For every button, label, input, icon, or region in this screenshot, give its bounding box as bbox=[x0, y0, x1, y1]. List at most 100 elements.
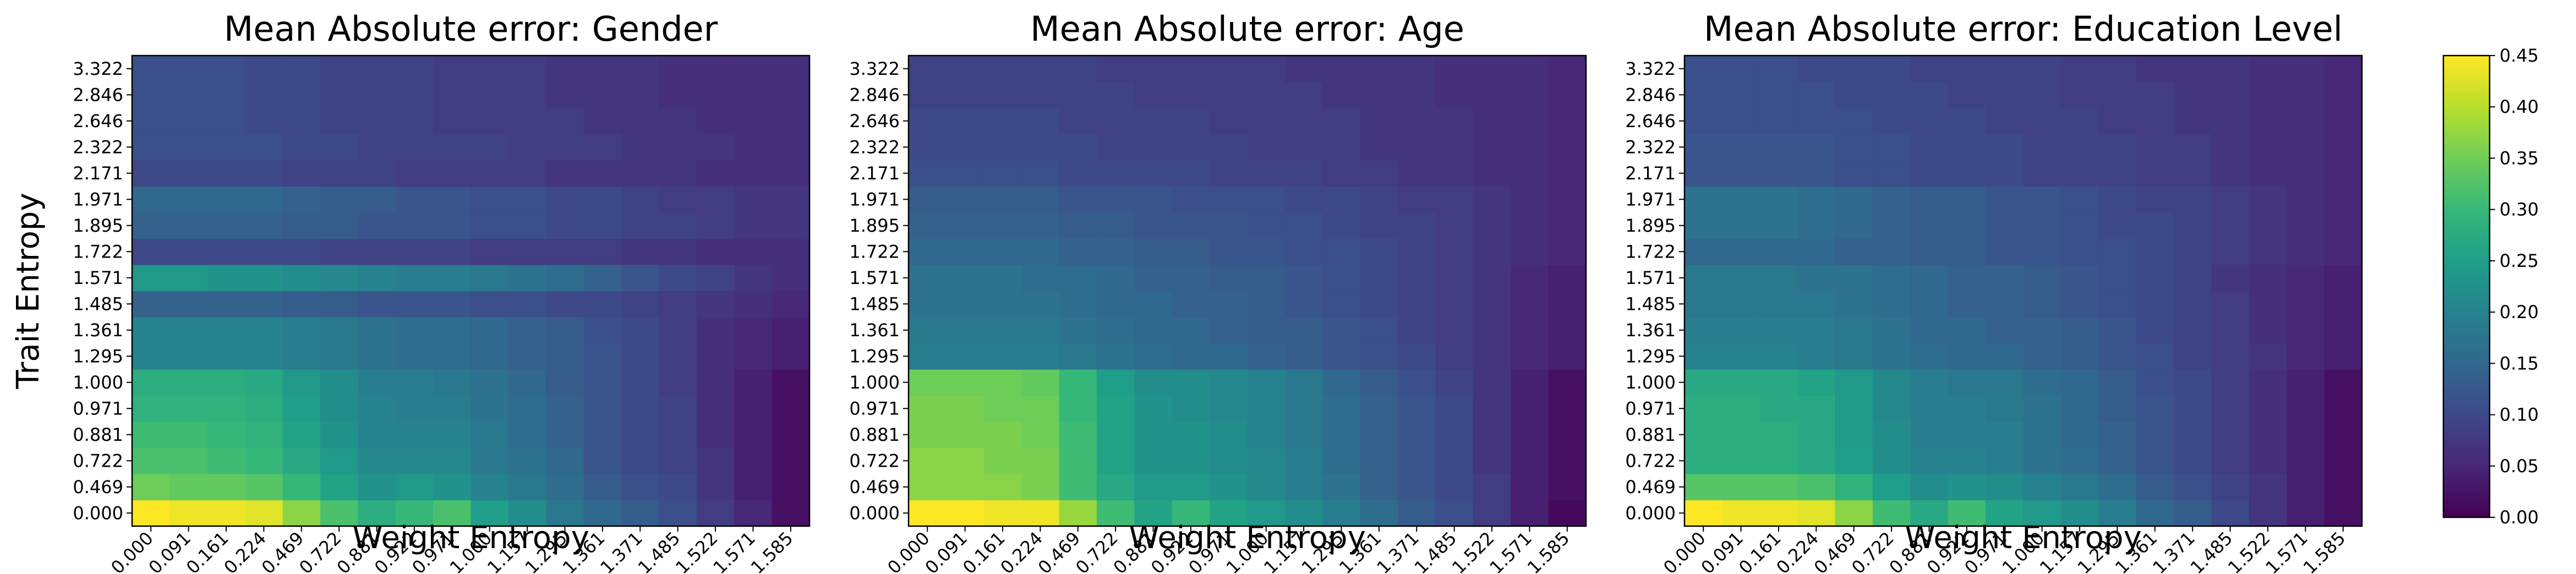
heatmap-cell bbox=[1548, 265, 1587, 292]
heatmap-cell bbox=[1398, 500, 1436, 527]
heatmap-cell bbox=[395, 265, 434, 292]
colorbar-gradient-step bbox=[2443, 147, 2490, 152]
heatmap-cell bbox=[1797, 81, 1836, 108]
y-tick-label: 2.646 bbox=[1625, 111, 1676, 132]
heatmap-cell bbox=[1797, 238, 1836, 265]
heatmap-cell bbox=[1797, 186, 1836, 213]
heatmap-cell bbox=[1059, 81, 1097, 108]
heatmap-cell bbox=[1473, 265, 1511, 292]
heatmap-cell bbox=[132, 474, 170, 501]
y-tick-label: 0.881 bbox=[73, 424, 123, 445]
heatmap-cell bbox=[132, 317, 170, 344]
heatmap-cell bbox=[471, 395, 509, 422]
heatmap-cell bbox=[946, 160, 985, 187]
heatmap-cell bbox=[2211, 81, 2250, 108]
heatmap-cell bbox=[2023, 474, 2061, 501]
heatmap-cell bbox=[2023, 81, 2061, 108]
colorbar-gradient-step bbox=[2443, 163, 2490, 168]
colorbar-gradient-step bbox=[2443, 448, 2490, 452]
heatmap-cell bbox=[1548, 81, 1587, 108]
heatmap-cell bbox=[696, 265, 735, 292]
heatmap-cell bbox=[207, 343, 245, 370]
heatmap-cell bbox=[1722, 369, 1760, 396]
heatmap-cell bbox=[546, 343, 584, 370]
heatmap-cell bbox=[546, 212, 584, 239]
colorbar-gradient-step bbox=[2443, 105, 2490, 110]
y-tick-label: 2.171 bbox=[1625, 163, 1676, 184]
heatmap-cell bbox=[583, 81, 622, 108]
heatmap-cell bbox=[2023, 369, 2061, 396]
heatmap-cell bbox=[1910, 343, 1949, 370]
heatmap-cell bbox=[2023, 422, 2061, 449]
heatmap-cell bbox=[546, 160, 584, 187]
heatmap-cell bbox=[734, 81, 773, 108]
heatmap-cell bbox=[1473, 317, 1511, 344]
heatmap-cell bbox=[2023, 395, 2061, 422]
heatmap-cell bbox=[1021, 422, 1060, 449]
heatmap-cell bbox=[2060, 447, 2099, 474]
heatmap-cell bbox=[508, 134, 546, 161]
heatmap-cell bbox=[1021, 56, 1060, 83]
colorbar-gradient-step bbox=[2443, 271, 2490, 276]
heatmap-cell bbox=[946, 343, 985, 370]
heatmap-cell bbox=[169, 108, 208, 135]
heatmap-cell bbox=[1910, 134, 1949, 161]
heatmap-cell bbox=[546, 447, 584, 474]
heatmap-cell bbox=[696, 500, 735, 527]
heatmap-cell bbox=[1435, 134, 1474, 161]
heatmap-cell bbox=[433, 108, 472, 135]
y-tick-label: 1.971 bbox=[849, 189, 900, 210]
heatmap-cell bbox=[1684, 81, 1722, 108]
heatmap-cell bbox=[169, 160, 208, 187]
heatmap-cell bbox=[983, 81, 1022, 108]
heatmap-cell bbox=[2211, 108, 2250, 135]
heatmap-cell bbox=[946, 265, 985, 292]
heatmap-cell bbox=[909, 108, 947, 135]
heatmap-cell bbox=[659, 265, 697, 292]
colorbar-gradient-step bbox=[2443, 74, 2490, 79]
heatmap-cell bbox=[1548, 212, 1587, 239]
heatmap-cell bbox=[1872, 238, 1911, 265]
y-tick-label: 1.722 bbox=[73, 241, 123, 262]
heatmap-cell bbox=[1096, 395, 1135, 422]
colorbar-tick-label: 0.40 bbox=[2500, 96, 2539, 117]
colorbar-gradient-step bbox=[2443, 190, 2490, 195]
heatmap-cell bbox=[1435, 238, 1474, 265]
heatmap-cell bbox=[471, 422, 509, 449]
heatmap-cell bbox=[1134, 447, 1173, 474]
heatmap-cell bbox=[2249, 447, 2287, 474]
heatmap-cell bbox=[1548, 291, 1587, 318]
heatmap-cell bbox=[1134, 343, 1173, 370]
heatmap-cell bbox=[1797, 134, 1836, 161]
heatmap-cell bbox=[2060, 500, 2099, 527]
heatmap-cell bbox=[1948, 317, 1986, 344]
colorbar-gradient-step bbox=[2443, 479, 2490, 483]
heatmap-cell bbox=[320, 343, 358, 370]
colorbar-gradient-step bbox=[2443, 255, 2490, 260]
heatmap-cell bbox=[2211, 265, 2250, 292]
heatmap-cell bbox=[983, 395, 1022, 422]
heatmap-cell bbox=[1172, 343, 1210, 370]
colorbar-tick-label: 0.45 bbox=[2500, 45, 2539, 66]
heatmap-cell bbox=[946, 474, 985, 501]
heatmap-cell bbox=[696, 369, 735, 396]
heatmap-cell bbox=[1096, 81, 1135, 108]
heatmap-cell bbox=[1872, 186, 1911, 213]
colorbar-tick-label: 0.00 bbox=[2500, 507, 2539, 528]
heatmap-cell bbox=[772, 343, 810, 370]
heatmap-cell bbox=[1722, 238, 1760, 265]
colorbar-gradient-step bbox=[2443, 317, 2490, 322]
heatmap-cell bbox=[1759, 160, 1798, 187]
heatmap-cell bbox=[1872, 447, 1911, 474]
heatmap-cell bbox=[508, 238, 546, 265]
heatmap-cell bbox=[169, 395, 208, 422]
heatmap-cell bbox=[2174, 81, 2212, 108]
heatmap-cell bbox=[659, 238, 697, 265]
heatmap-cell bbox=[2023, 238, 2061, 265]
heatmap-cell bbox=[696, 238, 735, 265]
heatmap-cell bbox=[1435, 56, 1474, 83]
heatmap-cell bbox=[772, 108, 810, 135]
heatmap-cell bbox=[132, 447, 170, 474]
heatmap-cell bbox=[1134, 395, 1173, 422]
heatmap-cell bbox=[2249, 186, 2287, 213]
